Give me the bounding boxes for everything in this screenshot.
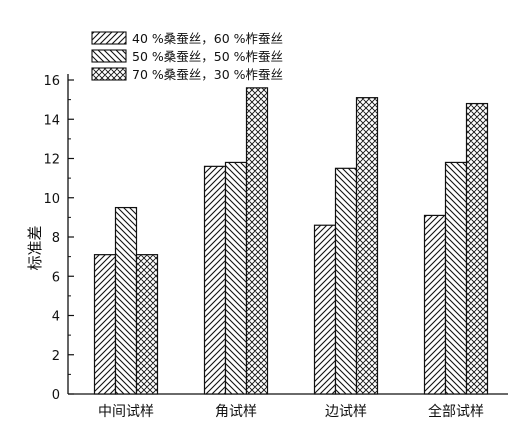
bar [313,224,337,395]
y-tick-label: 10 [43,192,60,207]
y-tick-label: 4 [52,310,60,325]
x-tick-label: 中间试样 [98,404,154,420]
y-tick-label: 8 [52,231,60,246]
y-tick-label: 0 [52,388,60,403]
legend-label: 40 %桑蚕丝，60 %柞蚕丝 [132,31,283,46]
y-axis-label: 标准差 [26,225,44,270]
x-tick-label: 全部试样 [428,403,484,420]
legend-swatch [91,67,127,81]
bar [114,206,138,395]
bar [355,97,379,395]
bar [203,165,227,395]
bar [93,254,117,395]
bars-group [93,87,489,395]
bar [245,87,269,395]
x-tick-label: 边试样 [325,404,367,420]
y-tick-label: 14 [43,113,60,128]
y-tick-label: 2 [52,349,60,364]
legend-swatch [91,49,127,63]
legend-swatch [91,31,127,45]
y-tick-label: 16 [43,74,60,89]
bar [135,254,159,395]
bar [224,161,248,395]
legend-label: 70 %桑蚕丝，30 %柞蚕丝 [132,67,283,82]
bar [423,214,447,395]
bar [444,161,468,395]
legend-label: 50 %桑蚕丝，50 %柞蚕丝 [132,49,283,64]
legend: 40 %桑蚕丝，60 %柞蚕丝 50 %桑蚕丝，50 %柞蚕丝 70 %桑蚕丝，30… [91,31,283,82]
y-tick-label: 6 [52,270,60,285]
y-tick-label: 12 [43,153,60,168]
x-tick-label: 角试样 [215,404,257,420]
bar [465,102,489,395]
bar [334,167,358,395]
